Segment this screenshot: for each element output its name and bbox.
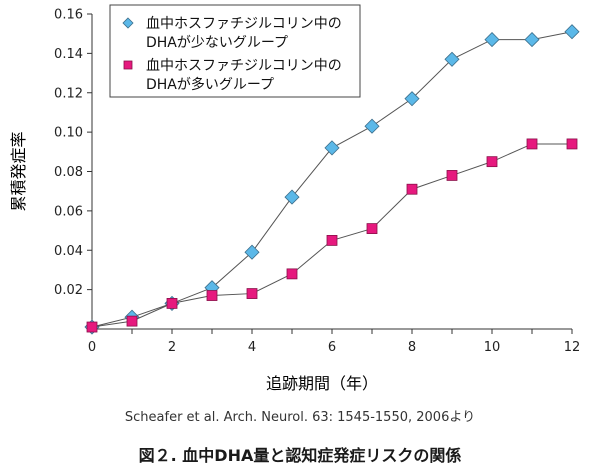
legend-label: DHAが多いグループ — [146, 76, 274, 93]
x-tick-label: 12 — [564, 340, 581, 355]
data-point-square — [246, 288, 258, 299]
y-tick-label: 0.06 — [54, 204, 83, 219]
figure-caption: 図２. 血中DHA量と認知症発症リスクの関係 — [138, 446, 462, 465]
x-tick-label: 10 — [484, 340, 501, 355]
legend-label: 血中ホスファチジルコリン中の — [146, 58, 342, 74]
legend-label: DHAが少ないグループ — [146, 35, 288, 51]
y-tick-label: 0.14 — [54, 47, 83, 62]
y-tick-label: 0.12 — [54, 86, 83, 101]
data-point-diamond — [484, 32, 500, 48]
legend-box — [109, 4, 361, 98]
y-tick-label: 0.08 — [54, 165, 83, 180]
data-point-diamond — [284, 189, 300, 205]
data-point-diamond — [524, 32, 540, 48]
x-tick-label: 8 — [408, 340, 416, 355]
x-axis-ticks: 0 2 4 6 8 10 12 — [88, 329, 580, 355]
y-tick-label: 0.02 — [54, 283, 83, 298]
data-point-diamond — [364, 118, 380, 134]
source-citation: Scheafer et al. Arch. Neurol. 63: 1545-1… — [124, 410, 476, 425]
data-point-square — [126, 315, 138, 327]
data-point-diamond — [244, 244, 260, 260]
data-point-square — [326, 235, 338, 246]
y-tick-label: 0.10 — [54, 126, 83, 141]
x-tick-label: 0 — [88, 340, 96, 355]
x-tick-label: 6 — [328, 340, 336, 355]
y-axis-ticks: 0.02 0.04 0.06 0.08 0.10 0.12 0.14 0.16 — [54, 8, 92, 298]
series-group — [84, 24, 580, 335]
data-point-diamond — [444, 51, 460, 67]
x-tick-label: 4 — [248, 340, 256, 355]
y-axis-label: 累積発症率 — [9, 131, 28, 211]
chart: 0.02 0.04 0.06 0.08 0.10 0.12 0.14 0.16 0 2 4 6 8 10… — [9, 4, 580, 393]
legend: 血中ホスファチジルコリン中のDHAが少ないグループ血中ホスファチジルコリン中のD… — [109, 4, 361, 98]
data-point-square — [566, 138, 578, 150]
legend-marker-square — [123, 60, 133, 70]
y-tick-label: 0.04 — [54, 244, 83, 259]
data-point-square — [86, 321, 98, 333]
data-point-square — [366, 223, 378, 234]
x-tick-label: 2 — [168, 340, 176, 355]
legend-marker-diamond — [122, 17, 134, 29]
y-tick-label: 0.16 — [54, 8, 83, 23]
legend-label: 血中ホスファチジルコリン中の — [146, 16, 342, 32]
data-point-diamond — [564, 24, 580, 40]
x-axis-label: 追跡期間（年） — [266, 374, 378, 393]
data-point-square — [406, 183, 418, 195]
data-point-diamond — [324, 140, 340, 156]
data-point-square — [526, 138, 538, 150]
data-point-square — [166, 298, 178, 309]
series-2 — [86, 138, 578, 333]
data-point-square — [206, 290, 218, 301]
data-point-square — [486, 156, 498, 168]
data-point-square — [286, 268, 298, 280]
data-point-diamond — [404, 91, 420, 107]
data-point-square — [446, 170, 458, 181]
